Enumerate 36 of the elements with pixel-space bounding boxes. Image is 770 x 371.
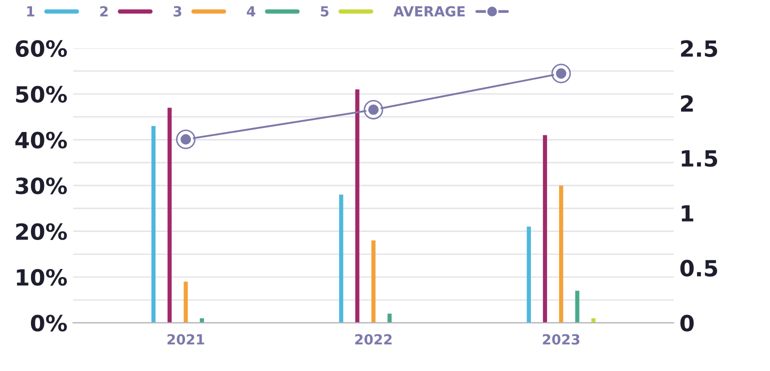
y2-tick-label: 1	[682, 205, 694, 222]
bar	[339, 194, 344, 323]
legend-label: AVERAGE	[393, 6, 465, 17]
bar	[184, 282, 188, 323]
y-tick-label: 0%	[30, 314, 67, 332]
bar	[388, 314, 392, 323]
x-tick-label: 2023	[542, 334, 580, 345]
y2-tick-label: 2.5	[681, 40, 718, 57]
bar	[575, 290, 580, 323]
point	[176, 130, 196, 150]
bar	[559, 186, 564, 323]
y-tick-label: 60%	[16, 40, 67, 57]
bar	[355, 89, 360, 323]
bar	[151, 126, 156, 323]
x-tick-label: 2022	[355, 334, 392, 345]
y-tick-label: 10%	[16, 268, 67, 286]
y2-tick-label: 2	[681, 95, 693, 112]
legend-label: 5	[320, 6, 328, 17]
point	[551, 64, 571, 84]
bar	[371, 240, 376, 323]
bar	[168, 108, 172, 323]
legend-label: 3	[174, 6, 182, 17]
y2-tick-label: 0.5	[680, 260, 718, 277]
bar	[526, 226, 531, 323]
y2-tick-label: 0	[680, 314, 694, 332]
y-tick-label: 20%	[16, 223, 67, 240]
bar	[542, 135, 548, 323]
y2-tick-label: 1.5	[682, 150, 718, 167]
legend-label: 2	[100, 6, 108, 16]
legend-label: 4	[246, 6, 256, 16]
legend-label: 1	[27, 6, 34, 16]
y-tick-label: 30%	[16, 177, 67, 194]
y-tick-label: 50%	[16, 86, 67, 103]
x-tick-label: 2021	[168, 334, 204, 345]
y-tick-label: 40%	[15, 132, 67, 148]
point	[364, 100, 384, 120]
